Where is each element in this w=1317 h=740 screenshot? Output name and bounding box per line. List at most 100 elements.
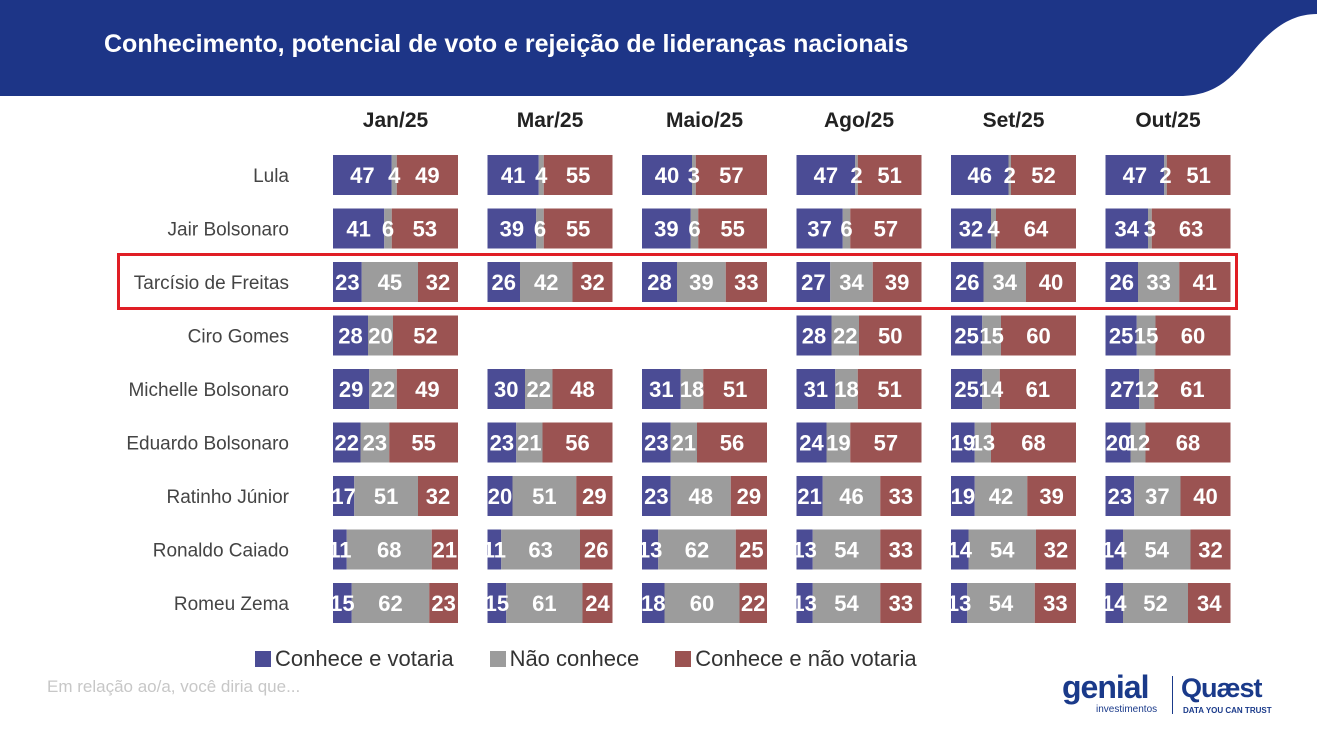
bar-segment	[1027, 476, 1076, 516]
bar-segment	[333, 262, 362, 302]
legend-item-conhece-votaria: Conhece e votaria	[255, 646, 454, 672]
bar-segment	[512, 476, 577, 516]
data-label: 54	[1145, 538, 1170, 563]
data-label: 37	[1145, 484, 1169, 509]
row-label: Eduardo Bolsonaro	[126, 434, 289, 455]
bar-segment	[796, 315, 832, 356]
data-label: 6	[382, 217, 394, 242]
data-label: 28	[647, 270, 671, 295]
data-label: 47	[814, 163, 838, 188]
bar-segment	[850, 208, 922, 249]
data-label: 2	[850, 163, 862, 188]
bar-segment	[582, 583, 613, 623]
data-label: 6	[840, 217, 852, 242]
data-label: 25	[1109, 324, 1133, 349]
bar-segment	[1138, 262, 1180, 302]
data-label: 29	[737, 484, 761, 509]
bar-segment	[642, 529, 659, 570]
bar-segment	[664, 583, 740, 623]
bar-segment	[951, 369, 983, 409]
bar-segment	[857, 369, 922, 409]
bar-segment	[536, 208, 544, 249]
legend-label: Conhece e votaria	[275, 646, 454, 671]
data-label: 19	[951, 431, 975, 456]
data-label: 39	[500, 217, 524, 242]
bar-segment	[698, 208, 767, 249]
bar-segment	[1154, 369, 1231, 409]
bar-segment	[951, 476, 975, 516]
bar-segment	[1145, 422, 1231, 463]
bar-segment	[1123, 583, 1188, 623]
data-label: 60	[1181, 324, 1205, 349]
data-label: 55	[411, 431, 435, 456]
data-label: 61	[1026, 377, 1050, 402]
data-label: 26	[1110, 270, 1134, 295]
data-label: 22	[741, 591, 765, 616]
panel-label: Jan/25	[363, 109, 429, 132]
data-label: 13	[792, 538, 816, 563]
data-label: 52	[1143, 591, 1167, 616]
data-label: 25	[954, 324, 978, 349]
data-label: 40	[1193, 484, 1217, 509]
data-label: 12	[1135, 377, 1159, 402]
logo-divider	[1172, 676, 1173, 714]
data-label: 30	[494, 377, 518, 402]
data-label: 61	[532, 591, 556, 616]
data-label: 19	[826, 431, 850, 456]
bar-segment	[1034, 583, 1076, 623]
bar-segment	[1123, 529, 1191, 570]
bar-segment	[572, 262, 613, 302]
bar-segment	[368, 315, 393, 356]
bar-segment	[1105, 529, 1123, 570]
bar-segment	[880, 583, 922, 623]
data-label: 2	[1159, 163, 1171, 188]
data-label: 46	[839, 484, 863, 509]
data-label: 23	[335, 270, 359, 295]
data-label: 48	[570, 377, 594, 402]
bar-segment	[842, 208, 851, 249]
bar-segment	[1105, 476, 1135, 516]
data-label: 33	[889, 484, 913, 509]
bar-segment	[1001, 315, 1076, 356]
data-label: 20	[1106, 431, 1130, 456]
data-label: 18	[641, 591, 665, 616]
bar-segment	[1105, 208, 1148, 249]
bar-segment	[520, 262, 573, 302]
data-label: 39	[1039, 484, 1063, 509]
quaest-logo-subtext: DATA YOU CAN TRUST	[1183, 706, 1272, 715]
bar-segment	[429, 583, 458, 623]
bar-segment	[880, 476, 922, 516]
bar-segment	[538, 155, 544, 195]
legend-swatch	[489, 651, 506, 667]
bar-segment	[354, 476, 418, 516]
bar-segment	[822, 476, 881, 516]
bar-segment	[389, 422, 458, 463]
data-label: 32	[580, 270, 604, 295]
row-label: Lula	[253, 166, 289, 187]
bar-segment	[730, 476, 767, 516]
bar-segment	[951, 422, 975, 463]
data-label: 22	[371, 377, 395, 402]
data-label: 29	[582, 484, 606, 509]
quaest-logo: Quæst DATA YOU CAN TRUST	[1181, 674, 1291, 718]
bar-segment	[333, 476, 355, 516]
data-label: 33	[889, 538, 913, 563]
data-label: 34	[993, 270, 1018, 295]
data-label: 54	[834, 591, 859, 616]
bar-segment	[859, 315, 922, 356]
bar-segment	[951, 315, 983, 356]
data-label: 33	[1146, 270, 1170, 295]
data-label: 13	[971, 431, 995, 456]
data-label: 32	[1044, 538, 1068, 563]
data-label: 27	[1110, 377, 1134, 402]
bar-segment	[996, 208, 1076, 249]
bar-segment	[695, 155, 767, 195]
bar-segment	[1105, 583, 1123, 623]
bar-segment	[812, 529, 881, 570]
bar-segment	[642, 369, 681, 409]
data-label: 61	[1180, 377, 1204, 402]
data-label: 28	[802, 324, 826, 349]
data-label: 51	[877, 377, 901, 402]
bar-segment	[1139, 369, 1155, 409]
bar-segment	[1105, 155, 1165, 195]
